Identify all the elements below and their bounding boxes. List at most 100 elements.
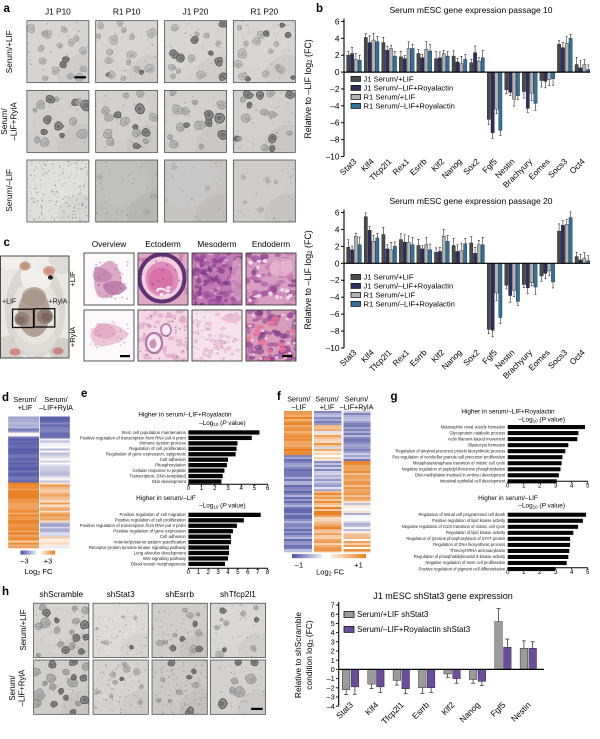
svg-text:Serum/: Serum/ xyxy=(345,395,368,404)
svg-text:2: 2 xyxy=(538,483,542,490)
svg-text:–Log10 (P value): –Log10 (P value) xyxy=(518,417,565,424)
svg-text:shTfcp2l1: shTfcp2l1 xyxy=(220,589,256,599)
svg-text:1: 1 xyxy=(197,569,201,576)
svg-text:1: 1 xyxy=(522,569,526,576)
svg-text:–1: –1 xyxy=(326,674,334,683)
svg-text:Regulation of tyrosine phospho: Regulation of tyrosine phosphorylation o… xyxy=(406,536,505,541)
svg-text:Serum/–LIF+Royalactin shStat3: Serum/–LIF+Royalactin shStat3 xyxy=(357,625,471,634)
svg-text:Serum mESC gene expression pas: Serum mESC gene expression passage 10 xyxy=(389,5,552,15)
svg-text:Higher in serum/–LIF: Higher in serum/–LIF xyxy=(478,495,538,502)
svg-text:4: 4 xyxy=(331,628,335,637)
svg-text:h: h xyxy=(2,586,9,598)
svg-text:Regulation of retinal cell pro: Regulation of retinal cell programmed ce… xyxy=(418,512,505,517)
svg-text:0: 0 xyxy=(335,67,340,77)
svg-text:5: 5 xyxy=(586,569,590,576)
svg-text:R1 P20: R1 P20 xyxy=(250,7,278,17)
svg-text:0: 0 xyxy=(187,569,191,576)
svg-text:Metaphase/anaphase transition: Metaphase/anaphase transition of mitotic… xyxy=(413,460,506,465)
svg-text:+RylA: +RylA xyxy=(68,326,77,347)
svg-text:Intestinal epithelial cell dev: Intestinal epithelial cell development xyxy=(440,479,506,484)
svg-text:3: 3 xyxy=(216,569,220,576)
svg-text:R1 Serum/–LIF+Royalactin: R1 Serum/–LIF+Royalactin xyxy=(364,299,455,308)
svg-text:Relative to –LIF log2 (FC): Relative to –LIF log2 (FC) xyxy=(303,39,314,138)
svg-text:7: 7 xyxy=(331,601,335,610)
svg-text:–4: –4 xyxy=(326,702,334,711)
svg-text:g: g xyxy=(391,391,398,403)
svg-text:4: 4 xyxy=(570,483,574,490)
svg-text:–4: –4 xyxy=(330,292,340,302)
svg-text:Positive regulation of cell pr: Positive regulation of cell proliferatio… xyxy=(115,518,187,523)
svg-text:5: 5 xyxy=(331,619,335,628)
svg-text:Regulation of amyloid precurso: Regulation of amyloid precursor protein … xyxy=(396,448,506,453)
svg-text:a: a xyxy=(4,3,11,15)
svg-text:f: f xyxy=(277,391,281,403)
svg-text:Higher in serum/–LIF+Royalacti: Higher in serum/–LIF+Royalactin xyxy=(461,409,555,416)
svg-text:–LIF+RylA: –LIF+RylA xyxy=(18,669,27,706)
svg-text:2: 2 xyxy=(335,50,340,60)
svg-text:Blastocyst formation: Blastocyst formation xyxy=(468,442,506,447)
svg-text:Cell adhesion: Cell adhesion xyxy=(160,457,187,462)
svg-text:J1 P10: J1 P10 xyxy=(45,7,71,17)
svg-text:6: 6 xyxy=(335,207,340,217)
svg-text:+RylA: +RylA xyxy=(49,299,68,306)
svg-text:Regulation of gene expression,: Regulation of gene expression, epigeneti… xyxy=(106,452,187,457)
svg-text:–8: –8 xyxy=(330,135,340,145)
svg-text:Higher in serum/–LIF+Royalacti: Higher in serum/–LIF+Royalactin xyxy=(138,412,232,419)
svg-text:Regulation of lipid kinase act: Regulation of lipid kinase activity xyxy=(446,530,506,535)
svg-text:Anterior/posterior pattern spe: Anterior/posterior pattern specification xyxy=(114,539,187,544)
svg-text:Mesoderm: Mesoderm xyxy=(197,239,236,249)
svg-text:DNA methylation involved in em: DNA methylation involved in embryo devel… xyxy=(415,473,506,478)
svg-text:Serum/+LIF: Serum/+LIF xyxy=(5,30,14,73)
svg-text:Receptor protein tyrosine kina: Receptor protein tyrosine kinase signali… xyxy=(89,545,187,550)
svg-text:1: 1 xyxy=(200,485,204,492)
svg-text:Metanephric renal vesicle form: Metanephric renal vesicle formation xyxy=(441,424,506,429)
svg-text:condition log2 (FC): condition log2 (FC) xyxy=(304,620,315,690)
svg-text:Endoderm: Endoderm xyxy=(252,239,290,249)
svg-text:J1 Serum/+LIF: J1 Serum/+LIF xyxy=(364,272,414,281)
svg-text:2: 2 xyxy=(213,485,217,492)
svg-text:Serum/+LIF: Serum/+LIF xyxy=(19,609,28,650)
svg-text:Regulation of DNA biosynthetic: Regulation of DNA biosynthetic process xyxy=(433,542,505,547)
svg-text:Phosphorylation: Phosphorylation xyxy=(155,463,186,468)
svg-text:+LIF: +LIF xyxy=(68,271,77,287)
svg-text:0: 0 xyxy=(335,258,340,268)
svg-text:–Log10 (P value): –Log10 (P value) xyxy=(199,503,246,510)
svg-text:Higher in serum/–LIF: Higher in serum/–LIF xyxy=(136,495,196,502)
svg-text:4: 4 xyxy=(226,569,230,576)
svg-text:4: 4 xyxy=(335,33,340,43)
svg-text:Lung alveolus development: Lung alveolus development xyxy=(134,550,187,555)
svg-text:J1 Serum/+LIF: J1 Serum/+LIF xyxy=(364,74,414,83)
svg-text:Cellular response to peptide: Cellular response to peptide xyxy=(132,468,186,473)
svg-text:Log2 FC: Log2 FC xyxy=(25,567,53,577)
svg-text:Cell adhesion: Cell adhesion xyxy=(160,534,187,539)
svg-text:4: 4 xyxy=(570,569,574,576)
svg-text:Skin development: Skin development xyxy=(152,479,187,484)
svg-text:Negative regulation of G1/S tr: Negative regulation of G1/S transition o… xyxy=(402,524,506,529)
svg-text:Positive regulation of cell mi: Positive regulation of cell migration xyxy=(119,512,186,517)
svg-text:Regulation of phosphatidylinos: Regulation of phosphatidylinositol 3-kin… xyxy=(414,554,506,559)
svg-text:6: 6 xyxy=(266,485,270,492)
svg-text:R1 Serum/–LIF+Royalactin: R1 Serum/–LIF+Royalactin xyxy=(364,101,455,110)
svg-text:Pos regulation of cerebellar g: Pos regulation of cerebellar granule cel… xyxy=(392,454,506,459)
svg-text:–LIF+RylA: –LIF+RylA xyxy=(340,403,374,412)
svg-text:Log2 FC: Log2 FC xyxy=(316,568,344,578)
svg-text:–Log10 (P value): –Log10 (P value) xyxy=(518,503,565,510)
svg-text:–LIF+RylA: –LIF+RylA xyxy=(10,102,19,141)
svg-text:d: d xyxy=(2,392,9,404)
svg-text:–3: –3 xyxy=(326,693,334,702)
svg-text:2: 2 xyxy=(538,569,542,576)
svg-text:Serum/: Serum/ xyxy=(8,675,17,701)
svg-text:8: 8 xyxy=(266,569,270,576)
svg-text:J1 Serum/–LIF+Royalactin: J1 Serum/–LIF+Royalactin xyxy=(364,83,454,92)
svg-text:+1: +1 xyxy=(354,561,362,570)
svg-text:Actin filament-based movement: Actin filament-based movement xyxy=(448,436,506,441)
svg-text:+3: +3 xyxy=(44,556,52,565)
svg-text:2: 2 xyxy=(335,241,340,251)
svg-text:0: 0 xyxy=(331,665,335,674)
svg-text:3: 3 xyxy=(554,569,558,576)
svg-text:shScramble: shScramble xyxy=(39,589,83,599)
svg-text:Serum/: Serum/ xyxy=(0,108,9,135)
svg-text:Positive regulation of transcr: Positive regulation of transcription fro… xyxy=(80,435,186,440)
svg-text:Positive regulation of lipid k: Positive regulation of lipid kinase acti… xyxy=(432,518,506,523)
svg-text:–2: –2 xyxy=(330,275,340,285)
